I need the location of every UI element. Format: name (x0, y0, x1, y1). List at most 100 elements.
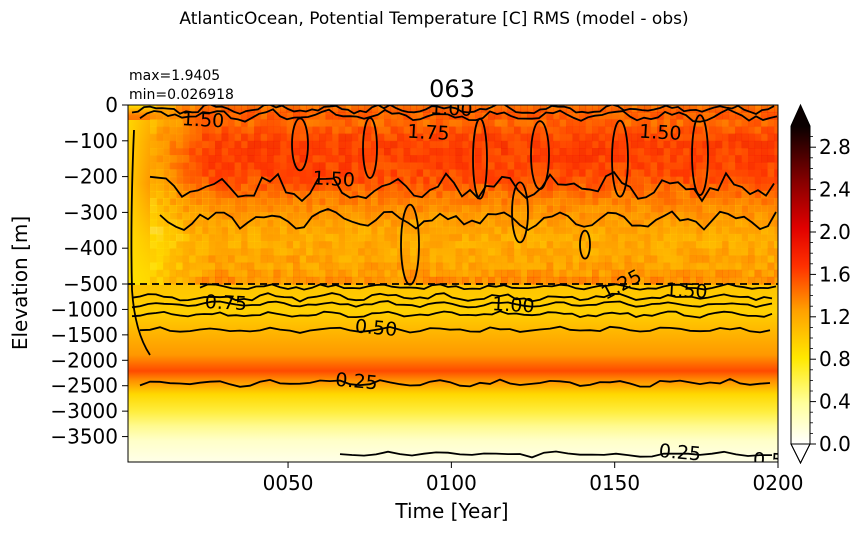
heatmap-cell (202, 119, 210, 128)
heatmap-cell (722, 126, 730, 135)
heatmap-cell (559, 169, 567, 178)
heatmap-cell (332, 226, 340, 235)
y-tick-label: −3000 (50, 399, 118, 423)
heatmap-cell (735, 269, 743, 278)
heatmap-cell (644, 176, 652, 185)
heatmap-cell (397, 169, 405, 178)
heatmap-cell (410, 162, 418, 171)
heatmap-cell (670, 148, 678, 156)
colorbar-tick-label: 0.0 (819, 432, 851, 456)
heatmap-cell (598, 183, 606, 192)
heatmap-cell (572, 241, 580, 249)
heatmap-cell (501, 205, 509, 213)
contour-line-left-edge (130, 129, 151, 356)
heatmap-cell (774, 255, 778, 264)
heatmap-cell (689, 105, 697, 113)
heatmap-cell (670, 105, 678, 113)
heatmap-cell (189, 119, 197, 128)
heatmap-cell (488, 140, 496, 149)
heatmap-cell (507, 155, 515, 163)
heatmap-cell (416, 226, 424, 235)
heatmap-cell (325, 276, 333, 285)
heatmap-cell (579, 105, 587, 113)
heatmap-cell (156, 248, 164, 256)
heatmap-cell (611, 140, 619, 149)
heatmap-cell (208, 269, 216, 278)
heatmap-cell (566, 140, 574, 149)
heatmap-cell (312, 133, 320, 142)
heatmap-cell (234, 112, 242, 120)
colorbar-tick-label: 2.0 (819, 220, 851, 244)
heatmap-cell (358, 233, 366, 242)
heatmap-cell (429, 183, 437, 192)
heatmap-cell (377, 140, 385, 149)
heatmap-cell (306, 155, 314, 163)
heatmap-cell (338, 176, 346, 185)
heatmap-cell (319, 269, 327, 278)
heatmap-cell (475, 255, 483, 264)
y-tick-label: −3500 (50, 425, 118, 449)
heatmap-cell (397, 155, 405, 163)
heatmap-cell (637, 119, 645, 128)
heatmap-cell (657, 126, 665, 135)
heatmap-cell (319, 198, 327, 206)
heatmap-cell (527, 255, 535, 264)
heatmap-cell (338, 262, 346, 271)
heatmap-cell (579, 155, 587, 163)
heatmap-cell (442, 269, 450, 278)
heatmap-cell (397, 219, 405, 228)
heatmap-cell (332, 248, 340, 256)
heatmap-cell (299, 205, 307, 213)
heatmap-cell (221, 176, 229, 185)
heatmap-cell (715, 276, 723, 285)
heatmap-cell (618, 126, 626, 135)
heatmap-cell (540, 133, 548, 142)
heatmap-cell (624, 190, 632, 199)
heatmap-cell (611, 248, 619, 256)
heatmap-cell (494, 190, 502, 199)
heatmap-cell (514, 126, 522, 135)
heatmap-cell (767, 133, 775, 142)
heatmap-cell (566, 205, 574, 213)
heatmap-cell (332, 148, 340, 156)
heatmap-cell (429, 241, 437, 249)
heatmap-cell (208, 255, 216, 264)
heatmap-cell (449, 269, 457, 278)
heatmap-cell (436, 269, 444, 278)
heatmap-cell (234, 255, 242, 264)
heatmap-cell (533, 198, 541, 206)
heatmap-cell (358, 140, 366, 149)
heatmap-cell (377, 176, 385, 185)
heatmap-cell (286, 241, 294, 249)
heatmap-cell (748, 276, 756, 285)
heatmap-cell (338, 226, 346, 235)
heatmap-cell (163, 190, 171, 199)
heatmap-cell (546, 133, 554, 142)
heatmap-cell (559, 233, 567, 242)
heatmap-cell (624, 176, 632, 185)
heatmap-cell (728, 190, 736, 199)
heatmap-cell (722, 212, 730, 221)
heatmap-cell (748, 162, 756, 171)
heatmap-cell (514, 140, 522, 149)
heatmap-cell (735, 176, 743, 185)
heatmap-cell (371, 162, 379, 171)
heatmap-cell (169, 233, 177, 242)
heatmap-cell (709, 226, 717, 235)
heatmap-cell (546, 269, 554, 278)
heatmap-cell (202, 212, 210, 221)
heatmap-cell (507, 255, 515, 264)
heatmap-cell (163, 276, 171, 285)
heatmap-cell (696, 140, 704, 149)
heatmap-cell (735, 190, 743, 199)
heatmap-cell (332, 133, 340, 142)
heatmap-cell (410, 155, 418, 163)
heatmap-cell (767, 105, 775, 113)
heatmap-cell (436, 155, 444, 163)
heatmap-cell (501, 155, 509, 163)
heatmap-cell (488, 176, 496, 185)
heatmap-cell (585, 219, 593, 228)
heatmap-cell (416, 119, 424, 128)
heatmap-cell (182, 276, 190, 285)
heatmap-cell (384, 162, 392, 171)
